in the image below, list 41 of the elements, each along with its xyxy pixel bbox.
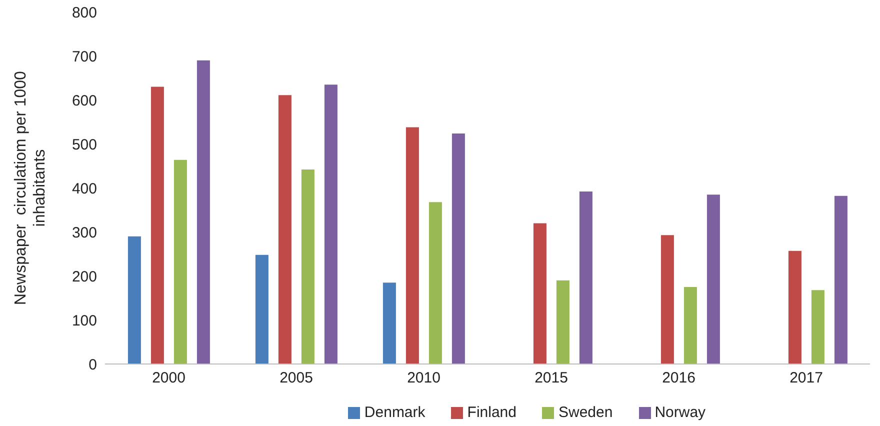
bar bbox=[196, 60, 210, 364]
x-tick-label: 2010 bbox=[407, 370, 440, 387]
x-tick-label: 2016 bbox=[662, 370, 696, 387]
legend-label: Finland bbox=[467, 404, 516, 421]
y-tick-label: 300 bbox=[72, 224, 97, 242]
bar bbox=[533, 223, 546, 364]
y-tick-label: 400 bbox=[72, 180, 97, 198]
bar bbox=[684, 287, 697, 364]
bar bbox=[406, 127, 419, 364]
bar bbox=[428, 202, 442, 364]
bar bbox=[382, 282, 396, 364]
bar bbox=[174, 160, 187, 364]
y-tick-label: 200 bbox=[72, 268, 97, 286]
bar bbox=[128, 236, 141, 364]
y-tick-label: 0 bbox=[88, 356, 97, 374]
bar bbox=[706, 194, 720, 364]
y-tick-label: 700 bbox=[72, 48, 97, 66]
bar bbox=[150, 86, 164, 364]
y-tick-label: 500 bbox=[72, 136, 97, 154]
y-axis-title: Newspaper circulatiom per 1000 inhabitants bbox=[12, 70, 48, 305]
bar bbox=[452, 133, 465, 364]
bar bbox=[788, 250, 802, 364]
y-tick-label: 600 bbox=[72, 92, 97, 110]
x-tick-label: 2000 bbox=[152, 370, 186, 387]
x-tick-label: 2005 bbox=[280, 370, 313, 387]
legend-label: Norway bbox=[654, 404, 706, 421]
legend-label: Sweden bbox=[558, 404, 613, 421]
bar bbox=[324, 84, 338, 364]
y-tick-label: 100 bbox=[72, 312, 97, 330]
bar bbox=[556, 280, 570, 364]
bar bbox=[278, 95, 292, 364]
x-tick-label: 2015 bbox=[534, 370, 568, 387]
x-tick-label: 2017 bbox=[790, 370, 823, 387]
bar bbox=[579, 192, 592, 364]
bar bbox=[660, 235, 674, 364]
y-tick-label: 800 bbox=[72, 4, 97, 22]
bar bbox=[811, 290, 824, 364]
bar bbox=[301, 170, 314, 364]
bar bbox=[834, 196, 848, 364]
legend-label: Denmark bbox=[364, 404, 426, 421]
bar bbox=[255, 254, 268, 364]
